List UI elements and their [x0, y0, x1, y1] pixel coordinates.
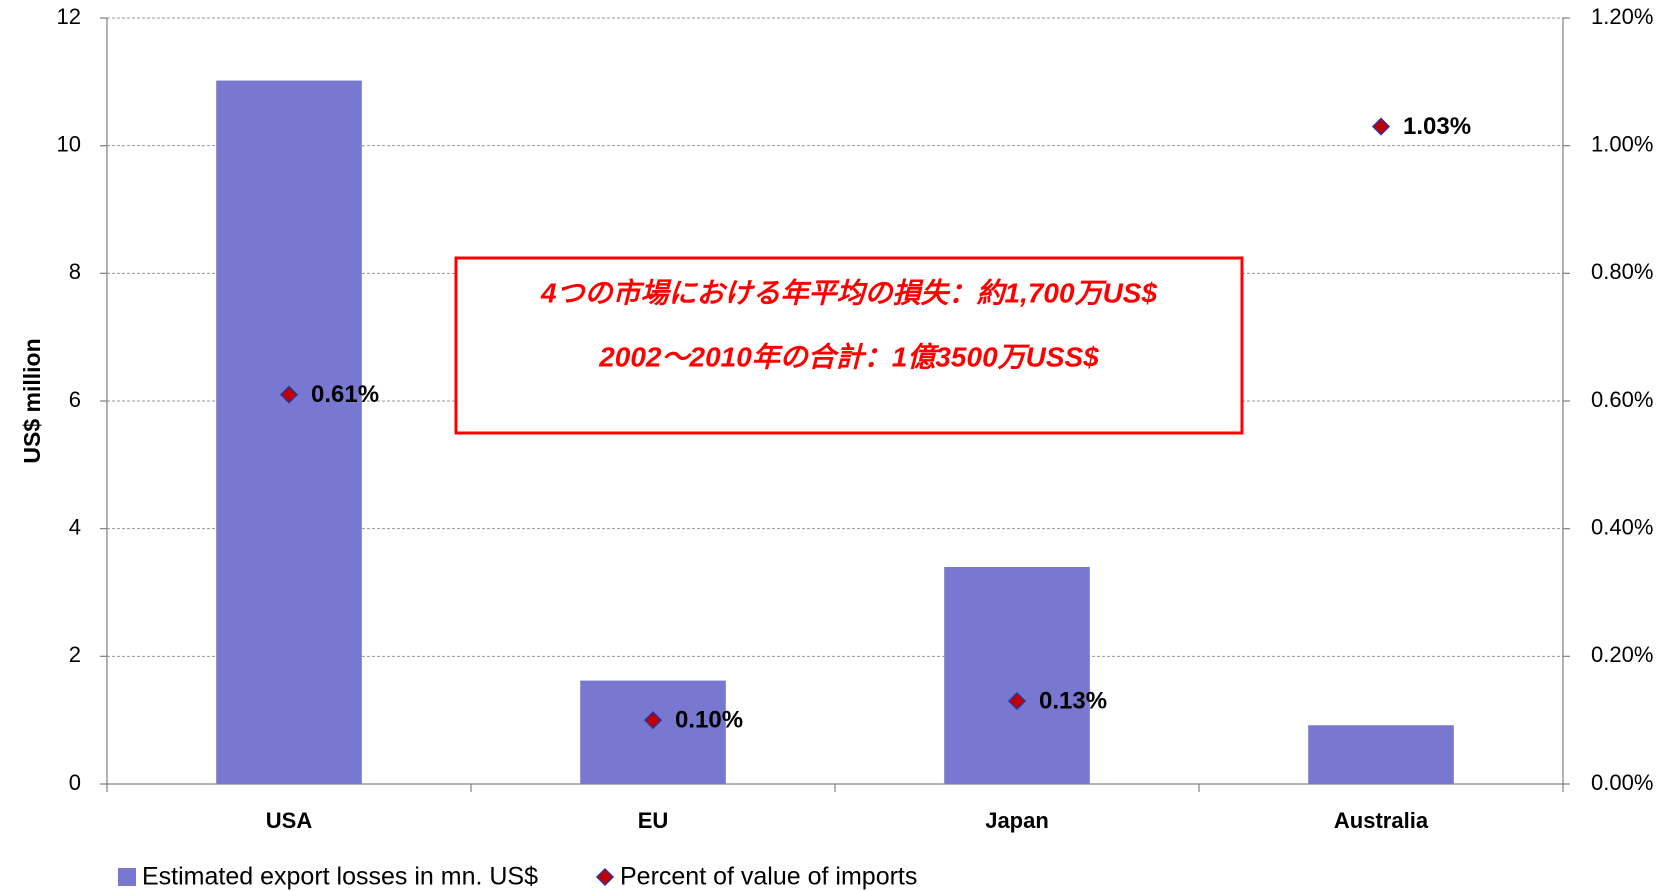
y-tick-label: 0: [69, 770, 81, 795]
data-label: 0.61%: [311, 381, 379, 408]
x-tick-label: Japan: [985, 808, 1049, 833]
marker: [1007, 691, 1027, 711]
legend-label: Percent of value of imports: [620, 863, 917, 891]
data-label: 0.10%: [675, 707, 743, 734]
y-tick-label: 8: [69, 259, 81, 284]
bar: [216, 80, 362, 785]
y2-tick-label: 1.00%: [1591, 131, 1653, 156]
x-tick-label: USA: [266, 808, 313, 833]
bar: [1308, 725, 1454, 784]
legend-swatch: [595, 867, 615, 887]
y2-tick-label: 0.60%: [1591, 387, 1653, 412]
y2-tick-label: 0.40%: [1591, 514, 1653, 539]
legend-label: Estimated export losses in mn. US$: [142, 863, 538, 891]
y2-tick-label: 0.20%: [1591, 642, 1653, 667]
y-tick-label: 12: [57, 4, 81, 29]
y-axis-label: US$ million: [19, 338, 45, 463]
data-label: 1.03%: [1403, 113, 1471, 140]
y-tick-label: 2: [69, 642, 81, 667]
x-tick-label: EU: [638, 808, 669, 833]
y-tick-label: 10: [57, 131, 81, 156]
legend-swatch: [118, 868, 136, 886]
y2-tick-label: 0.00%: [1591, 770, 1653, 795]
y-tick-label: 6: [69, 387, 81, 412]
annotation-box: [454, 256, 1244, 435]
y-tick-label: 4: [69, 514, 81, 539]
data-label: 0.13%: [1039, 687, 1107, 714]
marker: [279, 385, 299, 404]
bar: [580, 680, 726, 784]
marker: [643, 711, 663, 730]
marker: [1371, 117, 1391, 136]
y2-tick-label: 1.20%: [1591, 4, 1653, 29]
y2-tick-label: 0.80%: [1591, 259, 1653, 284]
bar: [944, 566, 1090, 784]
annotation: 2002～2010年の合計：1億3500万USS$: [598, 341, 1099, 372]
x-tick-label: Australia: [1334, 808, 1429, 833]
annotation: 4つの市場における年平均の損失：約1,700万US$: [540, 277, 1158, 308]
